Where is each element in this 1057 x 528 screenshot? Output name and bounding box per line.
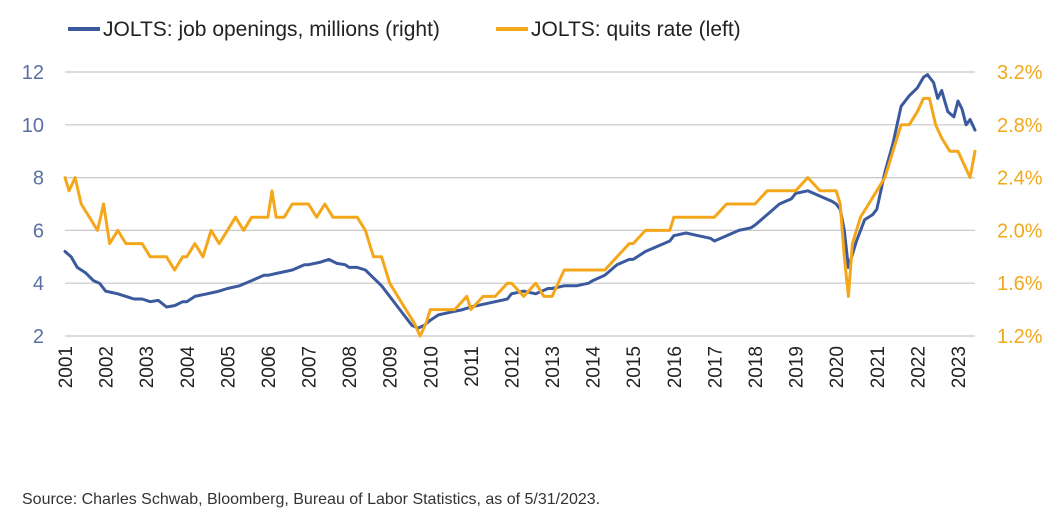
right-tick-label: 1.2%: [997, 326, 1043, 348]
series-line-job-openings: [63, 73, 977, 330]
x-tick-label: 2012: [502, 346, 523, 388]
x-tick-label: 2008: [340, 346, 361, 388]
right-tick-label: 2.0%: [997, 220, 1043, 242]
x-tick-label: 2009: [381, 346, 402, 388]
x-tick-label: 2007: [300, 346, 321, 388]
left-tick-label: 6: [33, 220, 44, 242]
x-tick-label: 2004: [178, 346, 199, 389]
source-note: Source: Charles Schwab, Bloomberg, Burea…: [22, 491, 601, 508]
x-tick-label: 2022: [908, 346, 929, 388]
x-tick-label: 2021: [868, 346, 889, 388]
left-tick-label: 4: [33, 273, 44, 295]
legend-label-quits: JOLTS: quits rate (left): [531, 18, 741, 41]
grid: [65, 71, 975, 337]
x-tick-label: 2002: [97, 346, 118, 388]
x-tick-label: 2005: [218, 346, 239, 388]
x-tick-label: 2019: [787, 346, 808, 388]
x-tick-label: 2018: [746, 346, 767, 388]
x-tick-label: 2013: [543, 346, 564, 388]
legend-label-openings: JOLTS: job openings, millions (right): [103, 18, 440, 41]
left-tick-label: 8: [33, 168, 44, 190]
x-tick-label: 2023: [949, 346, 970, 388]
series-line-quits-rate: [63, 96, 977, 338]
x-tick-label: 2001: [56, 346, 77, 388]
series: [63, 73, 977, 338]
left-tick-label: 10: [22, 115, 44, 137]
left-axis: 12 10 8 6 4 2: [22, 62, 44, 348]
x-tick-label: 2016: [665, 346, 686, 388]
x-tick-label: 2011: [462, 346, 483, 387]
right-tick-label: 2.8%: [997, 115, 1043, 137]
left-tick-label: 12: [22, 62, 44, 84]
left-tick-label: 2: [33, 326, 44, 348]
x-tick-label: 2003: [137, 346, 158, 388]
x-axis: 2001 2002 2003 2004 2005 2006 2007 2008 2009 2010…: [56, 346, 970, 389]
legend: JOLTS: job openings, millions (right) JO…: [68, 18, 741, 41]
x-tick-label: 2014: [584, 346, 605, 389]
x-tick-label: 2017: [705, 346, 726, 388]
right-tick-label: 1.6%: [997, 273, 1043, 295]
right-tick-label: 3.2%: [997, 62, 1043, 84]
right-axis: 3.2% 2.8% 2.4% 2.0% 1.6% 1.2%: [997, 62, 1043, 348]
right-tick-label: 2.4%: [997, 168, 1043, 190]
x-tick-label: 2010: [421, 346, 442, 388]
x-tick-label: 2020: [827, 346, 848, 388]
x-tick-label: 2015: [624, 346, 645, 388]
x-tick-label: 2006: [259, 346, 280, 388]
